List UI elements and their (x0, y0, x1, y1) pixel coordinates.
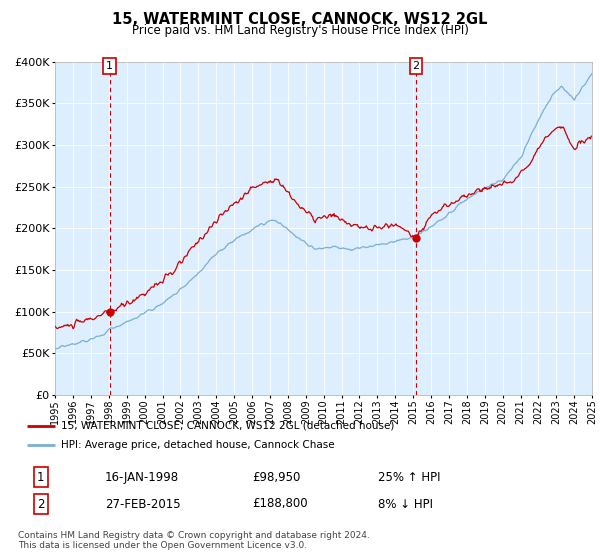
Text: 15, WATERMINT CLOSE, CANNOCK, WS12 2GL (detached house): 15, WATERMINT CLOSE, CANNOCK, WS12 2GL (… (61, 421, 394, 431)
Text: 8% ↓ HPI: 8% ↓ HPI (378, 497, 433, 511)
Text: 27-FEB-2015: 27-FEB-2015 (105, 497, 181, 511)
Text: Contains HM Land Registry data © Crown copyright and database right 2024.
This d: Contains HM Land Registry data © Crown c… (18, 531, 370, 550)
Text: £98,950: £98,950 (252, 470, 301, 484)
Text: 25% ↑ HPI: 25% ↑ HPI (378, 470, 440, 484)
Text: HPI: Average price, detached house, Cannock Chase: HPI: Average price, detached house, Cann… (61, 440, 334, 450)
Text: 1: 1 (37, 470, 44, 484)
Text: £188,800: £188,800 (252, 497, 308, 511)
Text: 15, WATERMINT CLOSE, CANNOCK, WS12 2GL: 15, WATERMINT CLOSE, CANNOCK, WS12 2GL (112, 12, 488, 27)
Text: Price paid vs. HM Land Registry's House Price Index (HPI): Price paid vs. HM Land Registry's House … (131, 24, 469, 37)
Text: 2: 2 (412, 61, 419, 71)
Text: 2: 2 (37, 497, 44, 511)
Text: 16-JAN-1998: 16-JAN-1998 (105, 470, 179, 484)
Text: 1: 1 (106, 61, 113, 71)
